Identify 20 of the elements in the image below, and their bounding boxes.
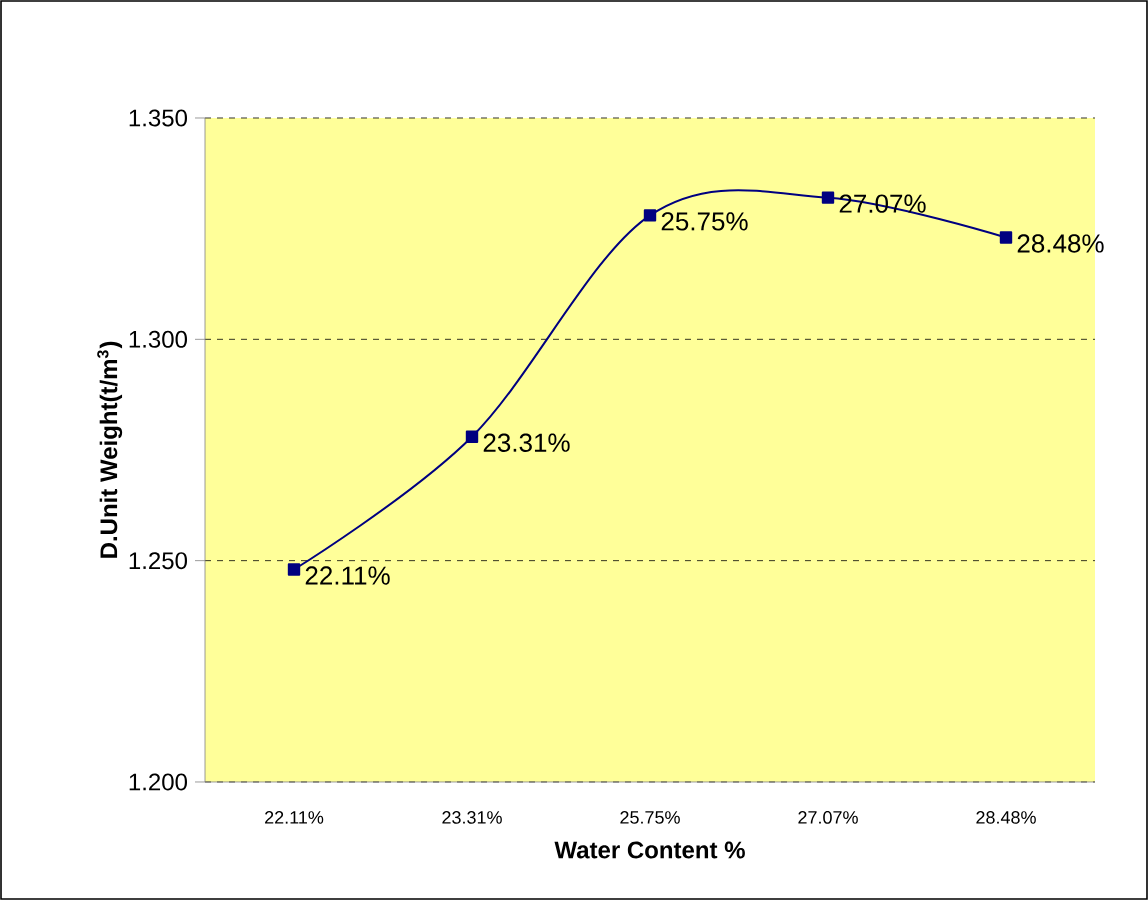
annotation: 25.75% <box>661 212 748 231</box>
y-tick-label: 1.350 <box>129 109 188 127</box>
annotation: 23.31% <box>483 433 570 452</box>
x-tick-label: 22.11% <box>265 811 324 824</box>
point <box>821 191 835 204</box>
y-tick-label: 1.250 <box>129 552 188 570</box>
annotation: 22.11% <box>305 566 390 585</box>
x-tick-label: 27.07% <box>798 811 858 824</box>
x-tick-label: 25.75% <box>620 811 680 824</box>
x-tick-label: 23.31% <box>442 811 502 824</box>
x-axis-title: Water Content % <box>554 841 745 859</box>
x-tick-label: 28.48% <box>976 811 1036 824</box>
y-tick-label: 1.300 <box>129 330 188 348</box>
y-axis-title: D.Unit Weight(t/m$^{3}$) <box>97 341 123 558</box>
point <box>287 563 301 576</box>
y-tick-label: 1.200 <box>129 773 188 791</box>
point <box>999 231 1013 244</box>
point <box>643 209 657 222</box>
annotation: 28.48% <box>1017 234 1104 253</box>
point <box>465 430 479 443</box>
